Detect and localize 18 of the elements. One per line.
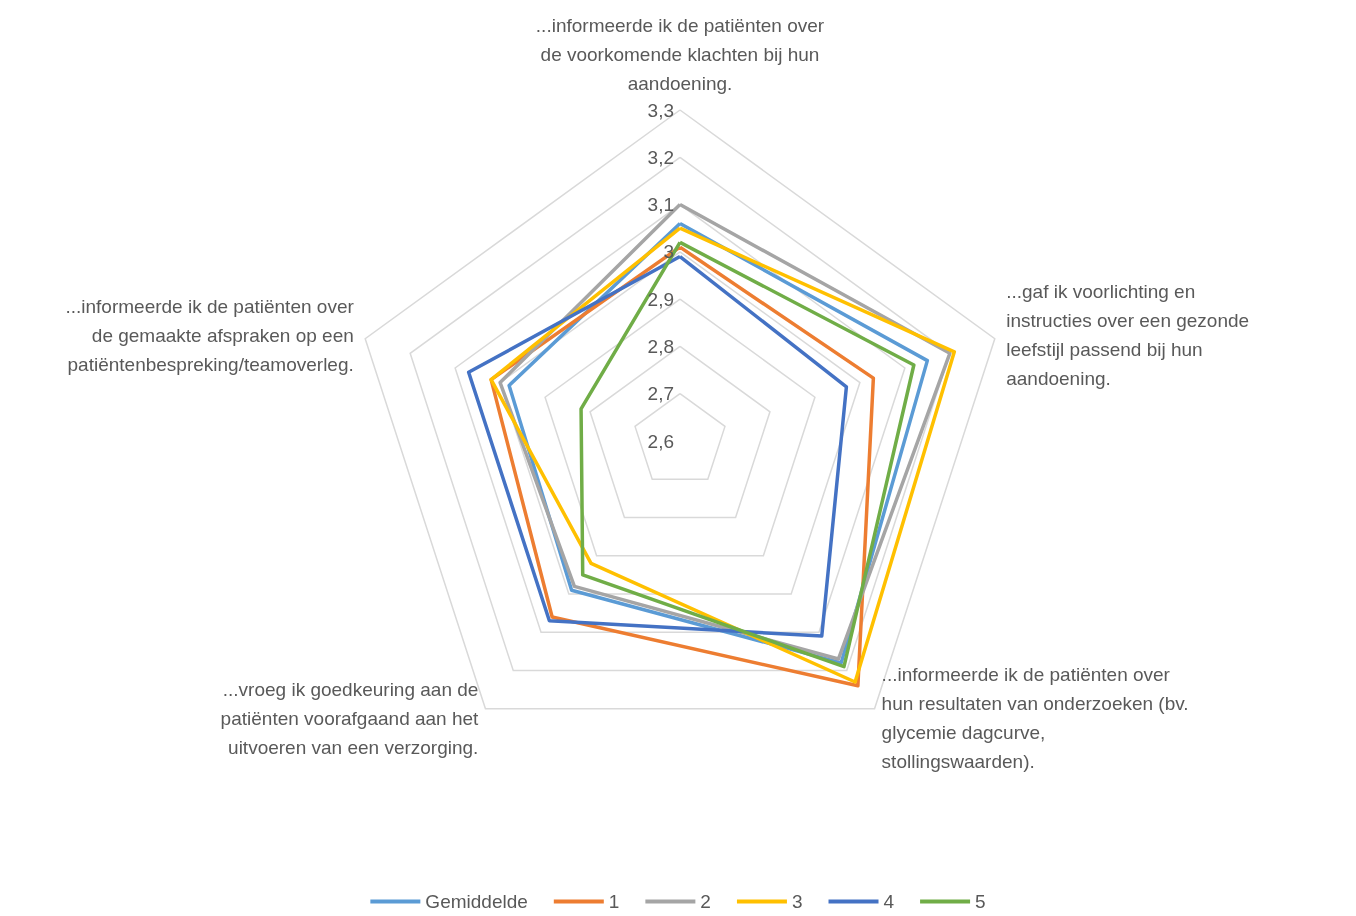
y-tick-label: 2,9 <box>647 288 674 310</box>
y-tick-label: 2,8 <box>647 335 674 357</box>
spoke-label: ...gaf ik voorlichting en instructies over een gezonde leefstijl passend bij hun aandoening. <box>1006 281 1250 390</box>
spoke-label: ...informeerde ik de patiënten over de voorkomende klachten bij hun aandoening. <box>535 15 825 94</box>
legend-label: 4 <box>883 891 895 912</box>
spoke-label: ...informeerde ik de patiënten over hun resultaten van onderzoeken (bv. glycemie dagcurve, stollingswaarden). <box>881 664 1189 773</box>
legend-label: 2 <box>700 891 711 912</box>
spoke-label: ...informeerde ik de patiënten over de gemaakte afspraken op een patiëntenbespreking/teamoverleg. <box>65 295 355 375</box>
y-tick-label: 3,3 <box>647 99 674 121</box>
spoke-label: ...vroeg ik goedkeuring aan de patiënten voorafgaand aan het uitvoeren van een verzorging. <box>220 678 480 758</box>
y-tick-label: 3,1 <box>647 194 674 216</box>
legend-label: 3 <box>791 891 803 912</box>
legend-label: Gemiddelde <box>425 891 528 912</box>
y-tick-label: 3,2 <box>647 146 674 168</box>
legend-label: 1 <box>608 891 620 912</box>
legend-label: 5 <box>975 891 986 912</box>
y-tick-label: 2,7 <box>647 383 674 405</box>
y-tick-label: 2,6 <box>647 430 674 452</box>
